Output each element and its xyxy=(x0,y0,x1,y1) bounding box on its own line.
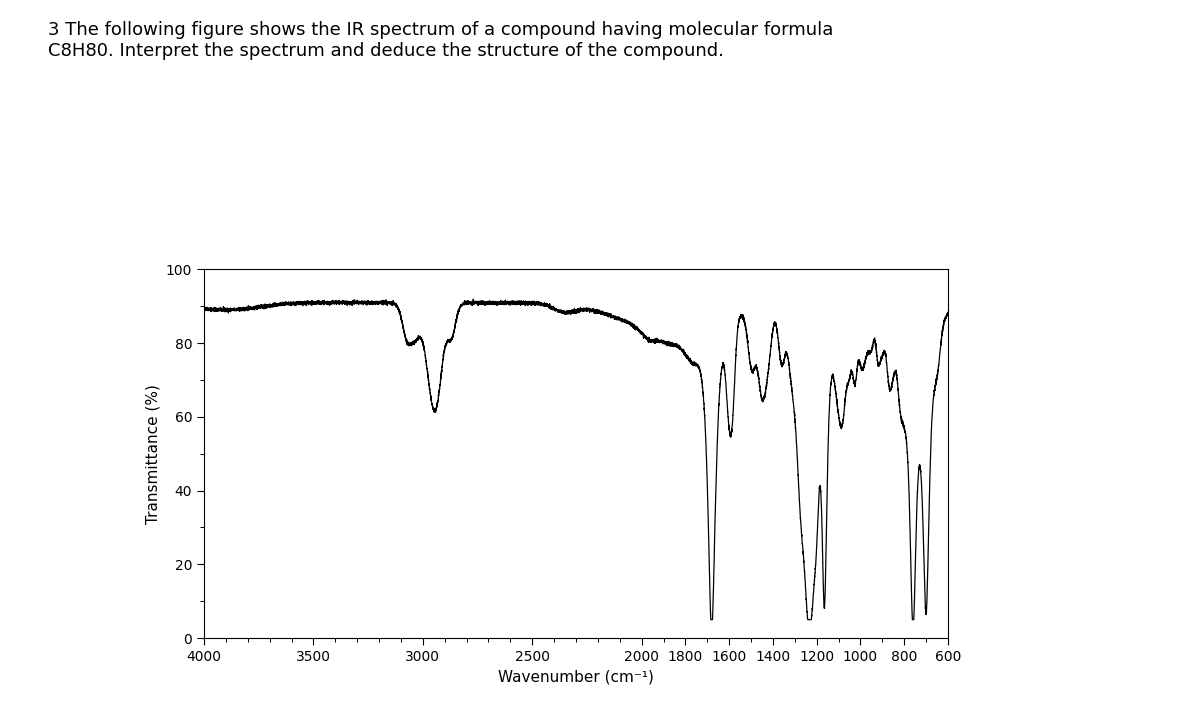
Text: 3 The following figure shows the IR spectrum of a compound having molecular form: 3 The following figure shows the IR spec… xyxy=(48,21,833,60)
X-axis label: Wavenumber (cm⁻¹): Wavenumber (cm⁻¹) xyxy=(498,669,654,684)
Y-axis label: Transmittance (%): Transmittance (%) xyxy=(145,384,161,524)
